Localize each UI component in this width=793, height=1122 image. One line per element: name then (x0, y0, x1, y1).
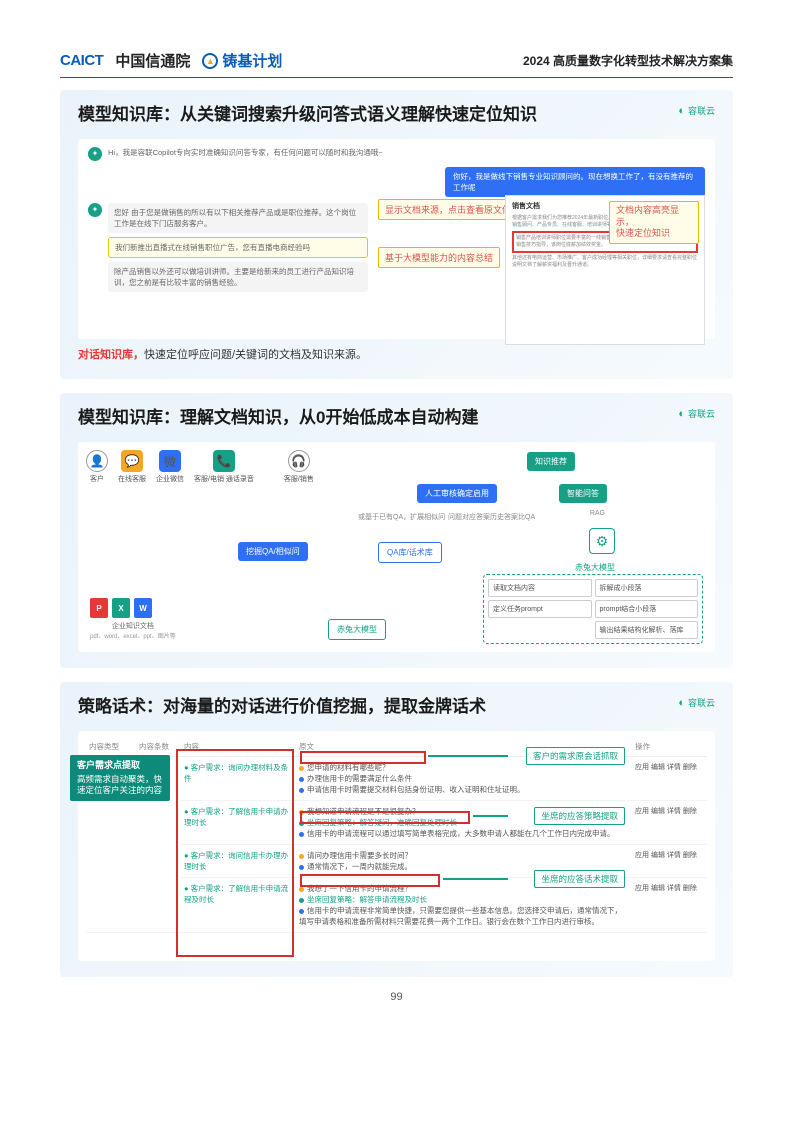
th-content: 内容 (181, 737, 296, 757)
panel-knowledge-build: 容联云 模型知识库：理解文档知识，从0开始低成本自动构建 👤客户 💬在线客服 微… (60, 393, 733, 668)
bot-answer-2: 我们新推出直播式在线销售职位广告，您有直播电商经验吗 (108, 237, 368, 258)
panel1-summary: 对话知识库，快速定位呼应问题/关键词的文档及知识来源。 (78, 347, 715, 364)
caict-logo-cn: 中国信通院 (115, 50, 190, 71)
brand-tag: 容联云 (678, 696, 715, 709)
label-qacheck: 问题对应答案历史答案比QA (448, 514, 535, 522)
label-qagen: 或基于已有QA，扩展相似问 (358, 514, 445, 522)
page-header: CAICT 中国信通院 ▲ 铸基计划 2024 高质量数字化转型技术解决方案集 (60, 50, 733, 78)
callout-highlight: 文档内容高亮显示，快速定位知识 (609, 201, 699, 244)
callout-doc-source: 显示文档来源，点击查看原文件 (378, 199, 518, 220)
autobuild-steps: 读取文档内容 拆解成小段落 定义任务prompt prompt结合小段落 输出结… (483, 574, 703, 644)
th-op: 操作 (632, 737, 707, 757)
wechat-icon: 微企业微信 (156, 450, 184, 484)
th-type: 内容类型 (86, 737, 136, 757)
panel3-title: 策略话术：对海量的对话进行价值挖掘，提取金牌话术 (78, 696, 618, 719)
panel-strategy-speech: 容联云 策略话术：对海量的对话进行价值挖掘，提取金牌话术 客户需求点提取 高频需… (60, 682, 733, 977)
label-rag: RAG (590, 510, 605, 517)
node-model2: 赤兔大模型 (328, 619, 386, 640)
brand-tag: 容联云 (678, 104, 715, 117)
node-audit: 人工审核确定启用 (417, 484, 497, 503)
panel-knowledge-search: 容联云 模型知识库：从关键词搜索升级问答式语义理解快速定位知识 ✦ Hi，我是容… (60, 90, 733, 379)
callout-summary: 基于大模型能力的内容总结 (378, 247, 500, 268)
node-knowledge-rec: 知识推荐 (527, 452, 575, 471)
phone-icon: 📞客服/电销 通话录音 (194, 450, 254, 484)
bot-answer-3: 除产品销售以外还可以做培训讲师。主要是给新来的员工进行产品知识培训，您之前是有比… (108, 262, 368, 292)
document-title: 2024 高质量数字化转型技术解决方案集 (523, 52, 733, 69)
model-icon-1: ⚙ (589, 528, 615, 554)
brand-tag: 容联云 (678, 407, 715, 420)
bot-avatar-icon: ✦ (88, 203, 102, 217)
panel1-title: 模型知识库：从关键词搜索升级问答式语义理解快速定位知识 (78, 104, 618, 127)
online-icon: 💬在线客服 (118, 450, 146, 484)
bot-avatar-icon: ✦ (88, 147, 102, 161)
callout-speech-extract: 坐席的应答话术提取 (534, 870, 625, 888)
callout-orig-dialog: 客户的需求原会话抓取 (526, 747, 625, 765)
node-mine: 挖掘QA/相似问 (238, 542, 308, 561)
page-number: 99 (60, 991, 733, 1003)
file-type-icons: P X W 企业知识文档 pdf、word、excel、ppt、图片等 (90, 598, 176, 640)
user-message: 你好，我是做线下销售专业知识顾问的。现在想换工作了，有没有推荐的工作呢 (445, 167, 705, 197)
bot-answer-1: 您好 由于您是做销售的所以有以下相关推荐产品或是职位推荐。这个岗位工作是在线下门… (108, 203, 368, 233)
callout-strategy-extract: 坐席的应答策略提取 (534, 807, 625, 825)
agent-icon: 🎧客服/销售 (284, 450, 314, 484)
panel2-title: 模型知识库：理解文档知识，从0开始低成本自动构建 (78, 407, 618, 430)
callout-demand-extract: 客户需求点提取 高频需求自动聚类，快速定位客户关注的内容 (70, 755, 170, 801)
chat-screenshot: ✦ Hi，我是容联Copilot专向实时准确知识问答专家，有任何问题可以随时和我… (78, 139, 715, 339)
dialogue-table: 客户需求点提取 高频需求自动聚类，快速定位客户关注的内容 内容类型 内容条数 内… (78, 731, 715, 961)
caict-logo-en: CAICT (60, 52, 103, 69)
node-qa: 智能问答 (559, 484, 607, 503)
customer-icon: 👤客户 (86, 450, 108, 484)
flow-diagram: 👤客户 💬在线客服 微企业微信 📞客服/电销 通话录音 🎧客服/销售 知识推荐 … (78, 442, 715, 652)
greeting-text: Hi，我是容联Copilot专向实时准确知识问答专家，有任何问题可以随时和我沟通… (108, 147, 383, 158)
th-count: 内容条数 (136, 737, 181, 757)
zhuji-plan: ▲ 铸基计划 (202, 50, 282, 71)
node-qalib: QA库/话术库 (378, 542, 442, 563)
zhuji-icon: ▲ (202, 53, 218, 69)
